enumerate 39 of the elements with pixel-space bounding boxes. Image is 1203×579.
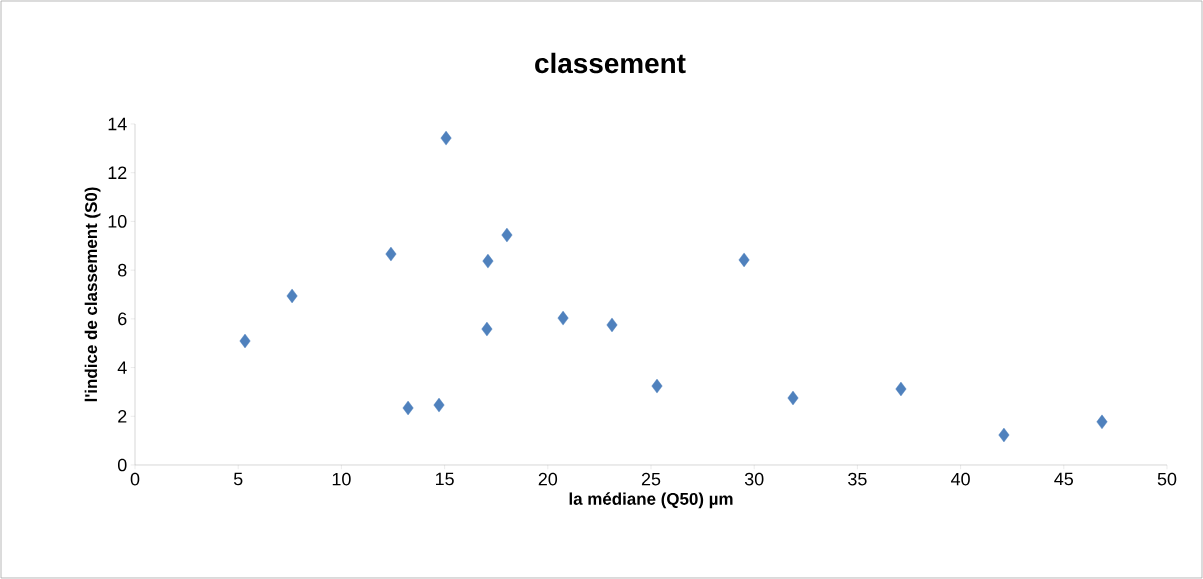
point bbox=[651, 378, 663, 394]
x-tick-label: 0 bbox=[130, 472, 140, 486]
point bbox=[481, 321, 493, 337]
point bbox=[482, 253, 494, 269]
point bbox=[402, 400, 414, 416]
point bbox=[1096, 414, 1108, 430]
y-axis-title: l'indice de classement (S0) bbox=[84, 187, 101, 402]
x-tick-label: 25 bbox=[641, 472, 661, 486]
y-tick-label: 4 bbox=[117, 361, 127, 374]
point bbox=[895, 381, 907, 397]
x-tick-label: 35 bbox=[848, 472, 867, 486]
y-tick-label: 0 bbox=[117, 458, 127, 472]
point bbox=[787, 390, 799, 406]
chart-title: classement bbox=[535, 52, 686, 74]
x-axis-title: la médiane (Q50) µm bbox=[569, 492, 733, 509]
x-tick-label: 30 bbox=[744, 472, 764, 486]
point bbox=[286, 288, 298, 304]
y-tick-label: 10 bbox=[108, 215, 127, 228]
point bbox=[239, 333, 251, 349]
y-tick-label: 12 bbox=[108, 166, 127, 179]
x-tick-label: 10 bbox=[332, 472, 351, 486]
x-tick-label: 5 bbox=[233, 472, 243, 486]
x-tick-label: 40 bbox=[951, 472, 970, 486]
point bbox=[440, 130, 452, 146]
point bbox=[385, 246, 397, 262]
x-tick-label: 50 bbox=[1157, 472, 1177, 486]
point bbox=[606, 317, 618, 333]
y-tick-label: 14 bbox=[108, 117, 127, 131]
x-tick-label: 20 bbox=[538, 472, 558, 486]
point bbox=[501, 227, 513, 243]
x-tick-label: 45 bbox=[1054, 472, 1073, 486]
y-tick-label: 2 bbox=[118, 410, 127, 423]
point bbox=[433, 397, 445, 413]
point bbox=[998, 427, 1010, 443]
point bbox=[738, 252, 750, 268]
y-tick-label: 8 bbox=[118, 263, 127, 277]
x-tick-label: 15 bbox=[435, 472, 454, 486]
point bbox=[557, 310, 569, 326]
y-tick-label: 6 bbox=[118, 312, 127, 326]
